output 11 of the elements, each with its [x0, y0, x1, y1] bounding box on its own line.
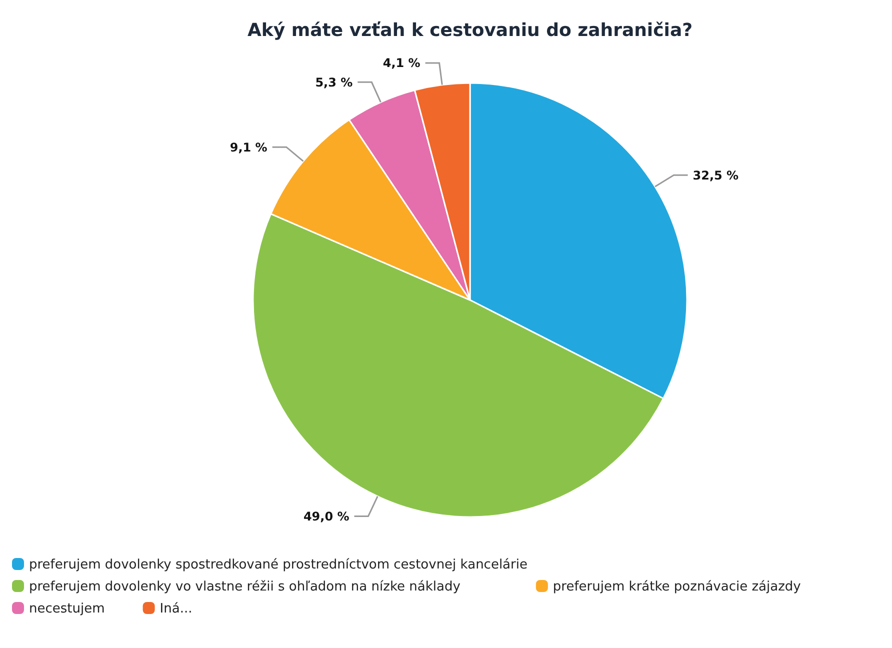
legend-label: preferujem dovolenky vo vlastne réžii s ohľadom na nízke náklady: [29, 580, 461, 595]
data-label: 9,1 %: [230, 140, 268, 154]
chart-title: Aký máte vzťah k cestovaniu do zahraničia?: [247, 20, 693, 41]
data-label: 5,3 %: [315, 75, 353, 90]
data-label: 4,1 %: [382, 56, 420, 70]
legend-label: preferujem dovolenky spostredkované prostredníctvom cestovnej kancelárie: [29, 558, 528, 573]
legend-label: preferujem krátke poznávacie zájazdy: [552, 580, 802, 595]
data-label: 32,5 %: [692, 168, 739, 182]
data-label: 49,0 %: [303, 509, 350, 524]
legend-label: necestujem: [29, 602, 105, 617]
legend-label: Iná...: [160, 602, 192, 617]
